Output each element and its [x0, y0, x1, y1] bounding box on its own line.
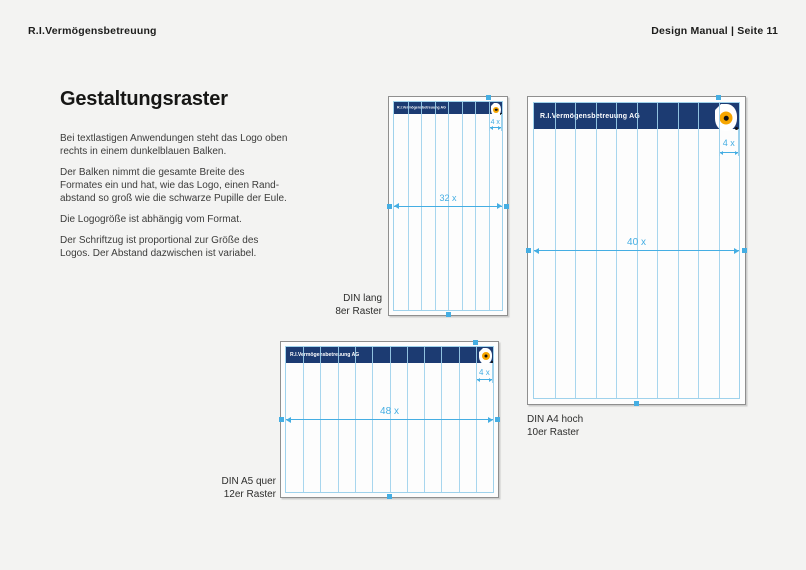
arrow-left-icon — [476, 377, 480, 382]
measure-handle-right — [495, 417, 500, 422]
body-text: Bei textlastigen Anwendungen steht das L… — [60, 133, 328, 269]
arrow-left-icon — [719, 150, 723, 155]
measure-handle-bottom — [634, 401, 639, 406]
caption-format: DIN A5 quer — [221, 476, 276, 487]
owl-notch — [715, 104, 721, 110]
diagram-caption: DIN A5 quer 12er Raster — [222, 475, 276, 501]
paragraph: Bei textlastigen Anwendungen steht das L… — [60, 133, 288, 157]
logo-bar-wordmark: R.I.Vermögensbetreuung AG — [290, 352, 360, 358]
diagram-din-a4-hoch: R.I.Vermögensbetreuung AG 40 x — [526, 95, 747, 438]
arrow-right-icon — [488, 416, 493, 423]
owl-logo-icon — [491, 103, 502, 116]
owl-pupil — [494, 108, 498, 111]
column-grid: R.I.Vermögensbetreuung AG 40 x — [526, 95, 747, 406]
column-grid: R.I.Vermögensbetreuung AG 32 x — [387, 95, 509, 317]
measurement-line — [394, 205, 502, 207]
measurement-line — [286, 419, 493, 420]
measure-handle-left — [279, 417, 284, 422]
arrow-right-icon — [498, 125, 501, 130]
format-outline: R.I.Vermögensbetreuung AG 32 x — [387, 95, 509, 317]
arrow-left-icon — [534, 247, 539, 254]
diagram-caption: DIN lang 8er Raster — [335, 292, 382, 318]
measure-handle-left — [526, 248, 531, 253]
caption-raster: 12er Raster — [223, 489, 276, 500]
header-page-info: Design Manual | Seite 11 — [651, 25, 778, 37]
format-outline: R.I.Vermögensbetreuung AG 40 x — [526, 95, 747, 406]
owl-notch — [479, 348, 483, 352]
logo-bar-wordmark: R.I.Vermögensbetreuung AG — [540, 112, 641, 120]
arrow-right-icon — [497, 203, 502, 209]
measure-handle-right — [504, 203, 509, 209]
measure-handle-top — [486, 95, 491, 100]
owl-eye — [481, 352, 490, 361]
header-brand: R.I.Vermögensbetreuung — [28, 25, 157, 37]
measurement-line — [719, 152, 738, 153]
logo-width-measurement: 4 x — [488, 114, 502, 131]
diagram-din-a5-quer: R.I.Vermögensbetreuung AG 48 x — [222, 340, 500, 500]
measure-handle-right — [742, 248, 747, 253]
page-title: Gestaltungsraster — [60, 88, 228, 110]
owl-beak — [490, 360, 493, 363]
measurement-line — [534, 250, 739, 251]
measure-handle-bottom — [445, 312, 451, 317]
arrow-right-icon — [735, 150, 738, 155]
arrow-left-icon — [489, 125, 493, 130]
width-measurement-label: 40 x — [627, 236, 646, 248]
owl-logo-icon — [715, 104, 738, 131]
paragraph: Die Logogröße ist abhängig vom Format. — [60, 213, 242, 225]
owl-logo-icon — [479, 348, 493, 364]
width-measurement-label: 48 x — [380, 405, 399, 417]
diagram-din-lang: R.I.Vermögensbetreuung AG 32 x — [335, 95, 509, 317]
format-outline: R.I.Vermögensbetreuung AG 48 x — [279, 340, 500, 499]
measure-handle-top — [473, 340, 479, 345]
measure-handle-bottom — [387, 494, 392, 499]
arrow-left-icon — [394, 203, 399, 209]
owl-eye — [719, 111, 733, 125]
logo-width-label: 4 x — [722, 138, 735, 148]
measure-handle-left — [387, 203, 392, 209]
width-measurement-label: 32 x — [439, 193, 457, 203]
column-grid: R.I.Vermögensbetreuung AG 48 x — [279, 340, 500, 499]
logo-width-measurement: 4 x — [475, 363, 493, 383]
owl-pupil — [484, 354, 487, 358]
arrow-left-icon — [286, 416, 291, 423]
caption-raster: 10er Raster — [527, 427, 580, 438]
caption-raster: 8er Raster — [335, 306, 382, 317]
caption-format: DIN lang — [343, 293, 382, 304]
logo-width-measurement: 4 x — [718, 129, 739, 156]
paragraph: Der Balken nimmt die gesamte Breite des … — [60, 167, 287, 204]
measurement-line — [476, 379, 492, 380]
owl-pupil — [723, 115, 729, 121]
measurement-line — [489, 127, 501, 128]
measure-handle-top — [716, 95, 721, 100]
owl-beak — [734, 126, 738, 130]
diagram-caption: DIN A4 hoch 10er Raster — [527, 413, 583, 439]
arrow-right-icon — [489, 377, 492, 382]
arrow-right-icon — [734, 247, 739, 254]
owl-eye — [493, 106, 499, 113]
logo-width-label: 4 x — [490, 119, 500, 126]
owl-notch — [491, 103, 494, 106]
logo-width-label: 4 x — [479, 368, 490, 377]
owl-beak — [500, 113, 502, 115]
caption-format: DIN A4 hoch — [527, 414, 584, 425]
paragraph: Der Schriftzug ist proportional zur Größ… — [60, 235, 259, 260]
